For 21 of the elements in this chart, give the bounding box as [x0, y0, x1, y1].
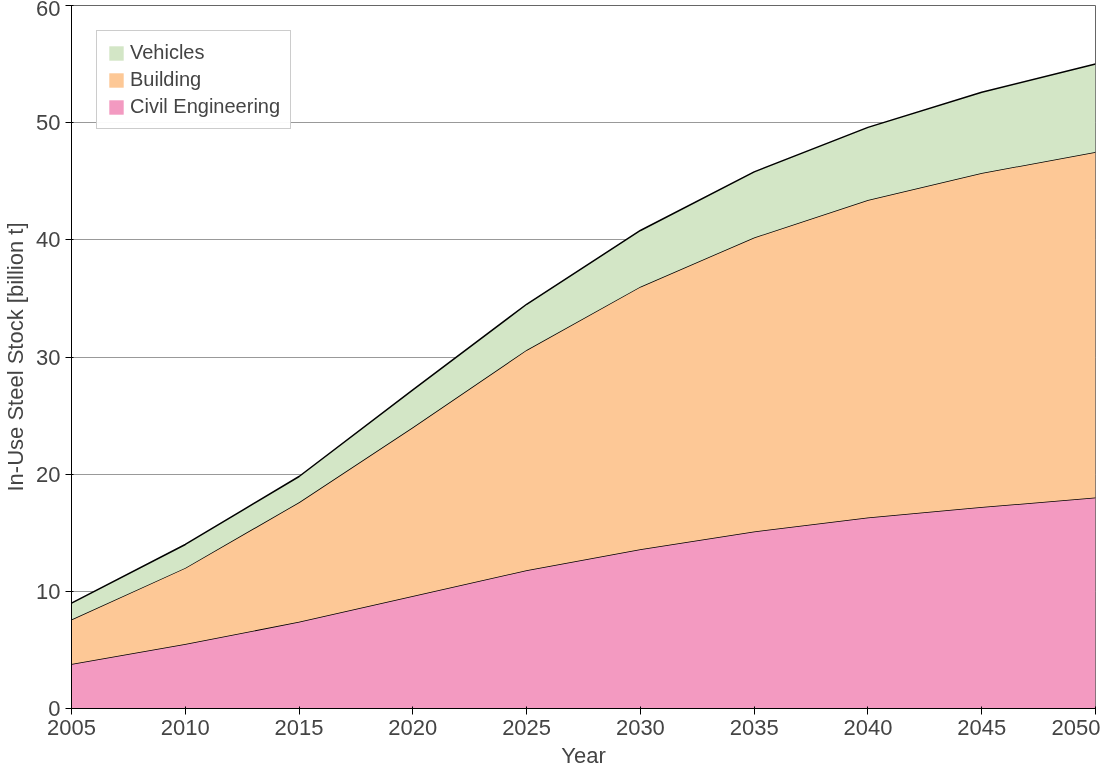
y-tick-label: 60	[36, 0, 61, 21]
x-tick-label: 2015	[274, 714, 324, 740]
legend-label: Vehicles	[130, 41, 205, 64]
x-tick-label: 2040	[843, 714, 893, 740]
y-tick-label: 0	[48, 696, 61, 721]
x-axis-title: Year	[561, 742, 606, 768]
y-axis-title: In-Use Steel Stock [billion t]	[3, 222, 29, 492]
x-tick-label: 2025	[502, 714, 552, 740]
y-tick-label: 20	[36, 461, 61, 487]
y-tick-label: 10	[36, 578, 61, 604]
x-tick-label: 2045	[957, 714, 1007, 740]
x-tick-label: 2035	[729, 714, 779, 740]
y-tick-label: 50	[36, 110, 61, 136]
legend-label: Building	[130, 68, 202, 91]
y-tick-label: 40	[36, 227, 61, 253]
y-tick-label: 30	[36, 344, 61, 370]
x-tick-label: 2010	[160, 714, 210, 740]
legend-label: Civil Engineering	[130, 95, 281, 118]
x-tick-label: 2030	[615, 714, 665, 740]
x-tick-label: 2050	[1051, 714, 1101, 740]
x-tick-label: 2020	[388, 714, 438, 740]
